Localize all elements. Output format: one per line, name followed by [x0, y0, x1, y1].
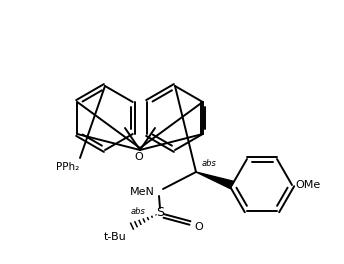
Text: O: O [135, 152, 143, 162]
Text: S: S [156, 206, 164, 219]
Text: t-Bu: t-Bu [103, 232, 126, 242]
Text: MeN: MeN [130, 187, 155, 197]
Text: abs: abs [131, 206, 146, 215]
Text: OMe: OMe [295, 180, 320, 190]
Text: PPh₂: PPh₂ [56, 162, 79, 172]
Text: O: O [194, 222, 203, 232]
Polygon shape [196, 172, 233, 189]
Text: abs: abs [202, 159, 217, 168]
